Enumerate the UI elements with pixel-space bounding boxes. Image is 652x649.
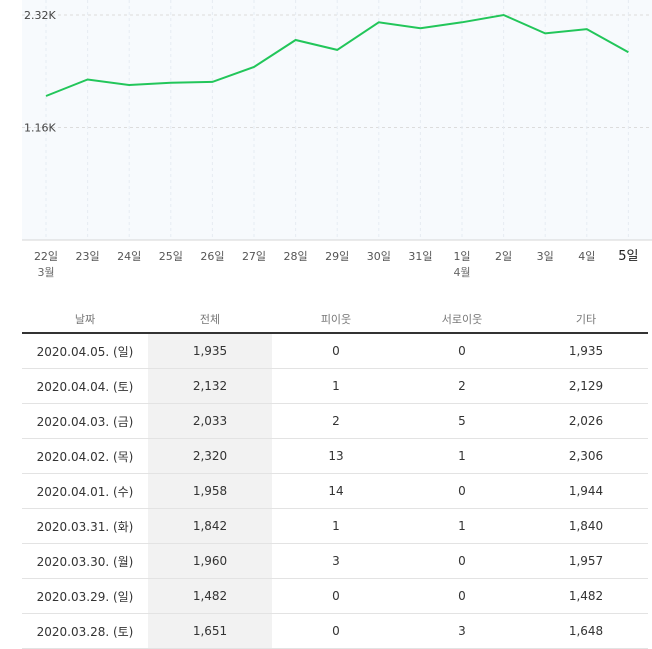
cell-date: 2020.03.31. (화) [22,508,148,544]
visitor-line-chart: 2.32K 1.16K 22일 23일 24일 25일 26일 27일 28일 29일 30일 31… [22,0,652,279]
cell-total: 2,033 [148,403,272,439]
cell-neighbor: 0 [272,333,400,369]
x-tick-label[interactable]: 27일 [242,249,266,263]
x-tick-label[interactable]: 24일 [117,249,141,263]
cell-date: 2020.03.30. (월) [22,543,148,579]
cell-other: 1,648 [524,613,648,649]
y-tick-label: 2.32K [24,9,56,22]
table-row: 2020.04.03. (금) 2,033 2 5 2,026 [22,403,648,439]
x-tick-label[interactable]: 2일 [495,249,512,263]
cell-neighbor: 0 [272,613,400,649]
series-line [45,13,629,97]
x-tick-label[interactable]: 25일 [159,249,183,263]
cell-other: 1,935 [524,333,648,369]
x-tick-label[interactable]: 3일 [537,249,554,263]
cell-total: 1,960 [148,543,272,579]
table-row: 2020.03.28. (토) 1,651 0 3 1,648 [22,613,648,649]
cell-mutual-neighbor: 1 [400,508,524,544]
cell-mutual-neighbor: 0 [400,578,524,614]
header-date: 날짜 [22,306,148,334]
cell-mutual-neighbor: 0 [400,473,524,509]
month-label: 4월 [453,266,470,279]
cell-total: 2,132 [148,368,272,404]
cell-neighbor: 2 [272,403,400,439]
cell-mutual-neighbor: 3 [400,613,524,649]
y-tick-label: 1.16K [24,122,56,135]
x-tick-label[interactable]: 29일 [325,249,349,263]
cell-neighbor: 13 [272,438,400,474]
table-row: 2020.03.30. (월) 1,960 3 0 1,957 [22,543,648,579]
x-tick-label[interactable]: 26일 [200,249,224,263]
cell-other: 1,957 [524,543,648,579]
cell-neighbor: 0 [272,578,400,614]
cell-total: 1,935 [148,333,272,369]
table-row: 2020.04.05. (일) 1,935 0 0 1,935 [22,333,648,369]
cell-neighbor: 1 [272,368,400,404]
cell-neighbor: 3 [272,543,400,579]
header-other: 기타 [524,306,648,334]
header-mutual-neighbor: 서로이웃 [400,306,524,334]
cell-total: 2,320 [148,438,272,474]
table-row: 2020.03.31. (화) 1,842 1 1 1,840 [22,508,648,544]
cell-other: 2,026 [524,403,648,439]
cell-mutual-neighbor: 0 [400,333,524,369]
x-tick-label[interactable]: 1일 [453,249,470,263]
x-tick-label[interactable]: 31일 [408,249,432,263]
header-neighbor: 피이웃 [272,306,400,334]
cell-other: 1,482 [524,578,648,614]
cell-mutual-neighbor: 1 [400,438,524,474]
cell-date: 2020.04.04. (토) [22,368,148,404]
cell-other: 1,944 [524,473,648,509]
cell-other: 2,306 [524,438,648,474]
x-tick-label[interactable]: 30일 [367,249,391,263]
cell-other: 1,840 [524,508,648,544]
month-label: 3월 [37,266,54,279]
cell-date: 2020.03.28. (토) [22,613,148,649]
cell-date: 2020.04.03. (금) [22,403,148,439]
cell-mutual-neighbor: 2 [400,368,524,404]
x-tick-label[interactable]: 5일 [618,249,638,264]
cell-neighbor: 14 [272,473,400,509]
cell-neighbor: 1 [272,508,400,544]
table-header-row: 날짜 전체 피이웃 서로이웃 기타 [22,306,648,334]
cell-total: 1,482 [148,578,272,614]
cell-date: 2020.03.29. (일) [22,578,148,614]
visitor-stats-table: 날짜 전체 피이웃 서로이웃 기타 2020.04.05. (일) 1,935 … [22,306,648,649]
cell-total: 1,842 [148,508,272,544]
table-row: 2020.04.01. (수) 1,958 14 0 1,944 [22,473,648,509]
x-tick-label[interactable]: 22일 [34,249,58,263]
header-total: 전체 [148,306,272,334]
cell-total: 1,958 [148,473,272,509]
cell-date: 2020.04.02. (목) [22,438,148,474]
cell-date: 2020.04.01. (수) [22,473,148,509]
cell-mutual-neighbor: 5 [400,403,524,439]
cell-other: 2,129 [524,368,648,404]
table-row: 2020.04.02. (목) 2,320 13 1 2,306 [22,438,648,474]
x-tick-label[interactable]: 23일 [76,249,100,263]
x-tick-label[interactable]: 28일 [284,249,308,263]
x-tick-label[interactable]: 4일 [578,249,595,263]
cell-mutual-neighbor: 0 [400,543,524,579]
cell-date: 2020.04.05. (일) [22,333,148,369]
table-row: 2020.03.29. (일) 1,482 0 0 1,482 [22,578,648,614]
cell-total: 1,651 [148,613,272,649]
table-row: 2020.04.04. (토) 2,132 1 2 2,129 [22,368,648,404]
